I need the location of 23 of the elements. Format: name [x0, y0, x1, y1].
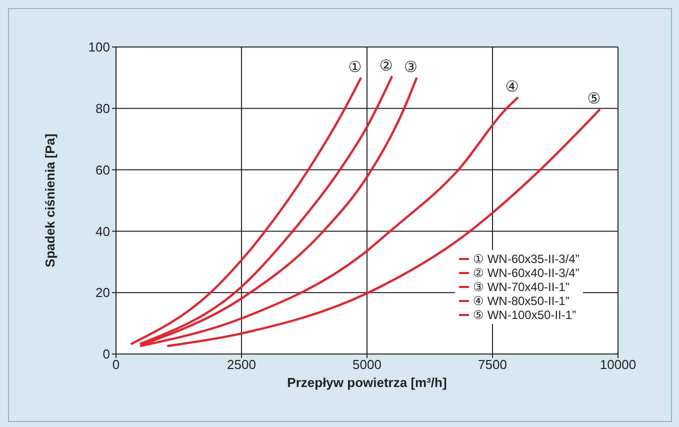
y-tick-label: 100 [88, 40, 110, 55]
legend-label: ③ WN-70x40-II-1” [472, 280, 570, 294]
y-tick-label: 0 [102, 346, 110, 362]
legend-label: ② WN-60x40-II-3/4” [472, 266, 580, 280]
x-tick-label: 10000 [600, 357, 636, 372]
legend-label: ⑤ WN-100x50-II-1” [472, 308, 578, 322]
annotation: ⑤ [587, 89, 601, 108]
annotation: ① [348, 58, 362, 76]
x-tick-label: 7500 [478, 357, 507, 372]
annotation: ④ [505, 77, 519, 96]
annotation: ③ [404, 58, 418, 76]
annotation: ② [379, 56, 393, 74]
x-tick-label: 2500 [227, 357, 256, 372]
y-tick-label: 40 [96, 224, 110, 239]
x-tick-label: 5000 [352, 357, 382, 372]
y-tick-label: 80 [96, 101, 110, 116]
x-axis-title: Przepływ powietrza [m³/h] [287, 375, 447, 390]
legend-label: ④ WN-80x50-II-1” [472, 294, 570, 308]
y-tick-label: 20 [96, 285, 110, 300]
y-axis-title: Spadek ciśnienia [Pa] [42, 134, 58, 268]
legend-label: ① WN-60x35-II-3/4” [472, 252, 580, 266]
y-tick-label: 60 [96, 162, 110, 178]
x-tick-label: 0 [112, 357, 120, 372]
